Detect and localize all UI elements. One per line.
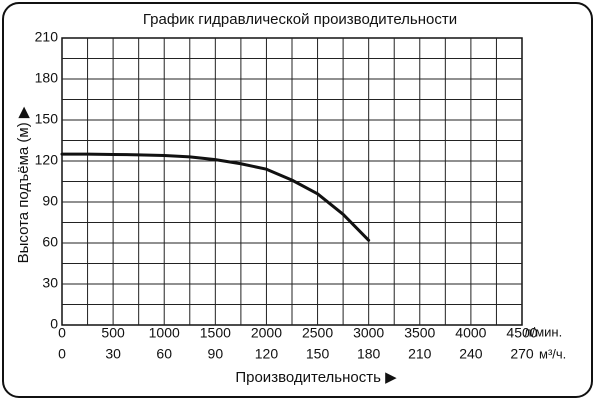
x-axis-label: Производительность ▶ bbox=[235, 369, 397, 386]
x2-tick-label: 30 bbox=[105, 346, 121, 362]
x-tick-label: 0 bbox=[58, 325, 66, 341]
x-unit: л/мин. bbox=[524, 324, 562, 339]
y-tick-label: 0 bbox=[50, 316, 58, 332]
y-tick-label: 150 bbox=[35, 111, 59, 127]
x-tick-label: 2000 bbox=[251, 325, 282, 341]
y-tick-label: 30 bbox=[42, 275, 58, 291]
y-tick-label: 90 bbox=[42, 193, 58, 209]
y-axis-label: Высота подъёма (м) ▶ bbox=[15, 106, 32, 263]
y-tick-label: 120 bbox=[35, 152, 59, 168]
x-tick-label: 1000 bbox=[149, 325, 180, 341]
x2-tick-label: 0 bbox=[58, 346, 66, 362]
x-tick-label: 2500 bbox=[302, 325, 333, 341]
x2-tick-label: 120 bbox=[255, 346, 279, 362]
x2-unit: м³/ч. bbox=[539, 346, 566, 361]
x-tick-label: 3000 bbox=[353, 325, 384, 341]
x2-tick-label: 60 bbox=[156, 346, 172, 362]
y-tick-label: 60 bbox=[42, 234, 58, 250]
frame bbox=[2, 2, 593, 398]
x2-tick-label: 240 bbox=[459, 346, 483, 362]
x-tick-label: 4500 bbox=[506, 325, 537, 341]
x-tick-label: 500 bbox=[101, 325, 125, 341]
x2-tick-label: 210 bbox=[408, 346, 432, 362]
x2-tick-label: 150 bbox=[306, 346, 330, 362]
y-tick-label: 210 bbox=[35, 29, 59, 45]
x-tick-label: 3500 bbox=[404, 325, 435, 341]
chart-title: График гидравлической производительности bbox=[143, 11, 457, 28]
x2-tick-label: 90 bbox=[208, 346, 224, 362]
x-tick-label: 4000 bbox=[455, 325, 486, 341]
x2-tick-label: 180 bbox=[357, 346, 381, 362]
x2-tick-label: 270 bbox=[510, 346, 534, 362]
y-tick-label: 180 bbox=[35, 70, 59, 86]
curve bbox=[60, 152, 371, 242]
x-tick-label: 1500 bbox=[200, 325, 231, 341]
